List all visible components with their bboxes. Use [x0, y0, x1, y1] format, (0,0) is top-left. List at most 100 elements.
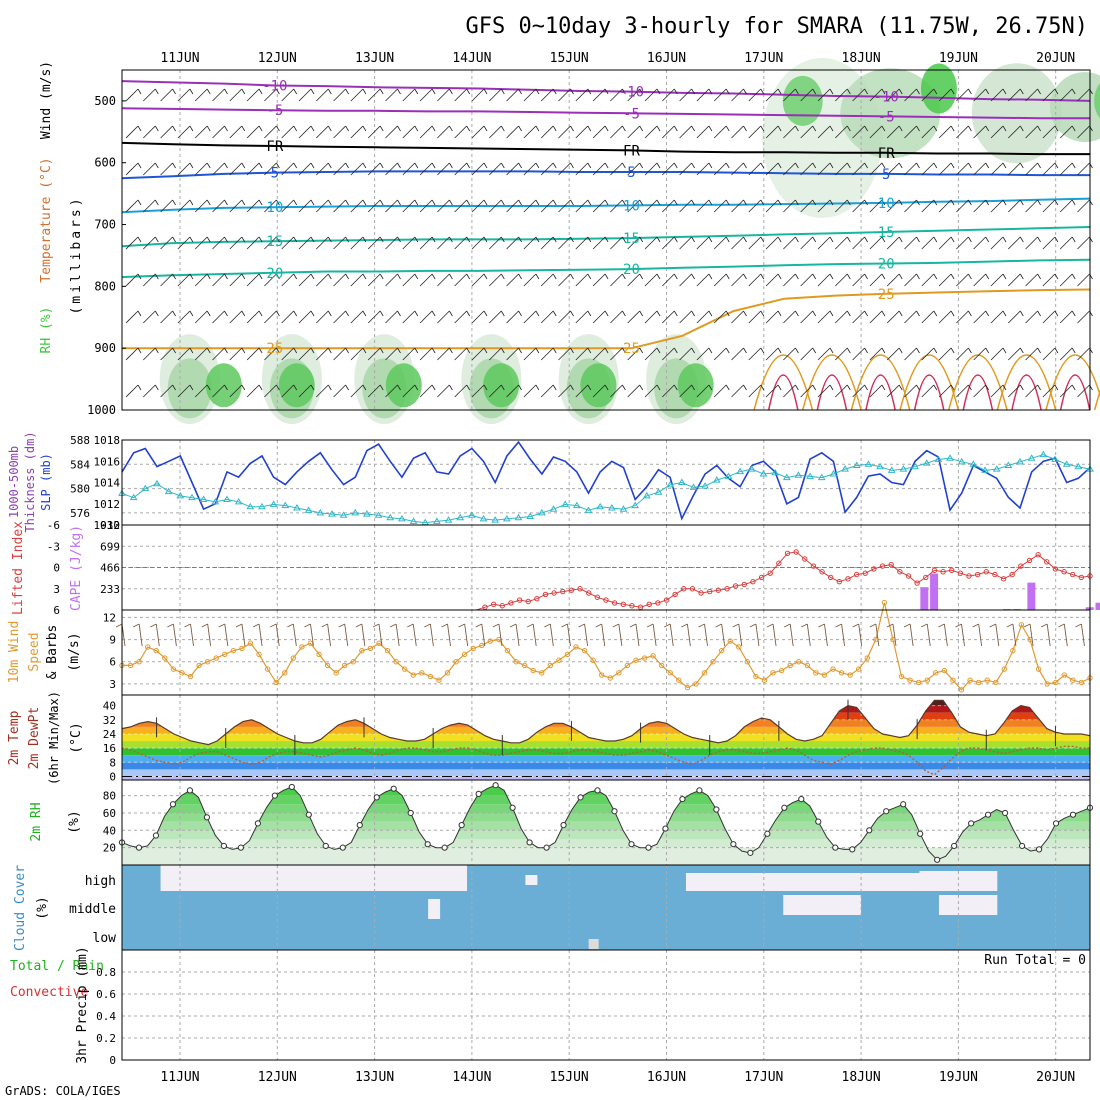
wind-barb	[1002, 162, 1007, 169]
thickness-point	[409, 517, 418, 524]
wind-barb	[552, 162, 557, 169]
wind-barb	[466, 199, 471, 206]
wind-barb	[172, 162, 176, 169]
wind-barb	[246, 310, 260, 324]
lifted-index-point	[905, 573, 912, 579]
wind-barb-10m	[338, 623, 345, 628]
wind-barb-10m	[235, 623, 243, 628]
wind-barb	[298, 273, 312, 287]
wind-barb	[264, 125, 277, 139]
wind-barb	[985, 273, 990, 280]
wind-barb	[921, 125, 935, 139]
isotherm-label: 20	[623, 262, 640, 278]
wind-barb	[765, 347, 779, 361]
wind-barb	[224, 88, 228, 95]
isotherm-label: 15	[878, 225, 895, 241]
wind-barb	[1059, 125, 1073, 139]
thickness-point	[841, 465, 849, 472]
wind-barb-10m	[275, 623, 280, 647]
wind-barb	[552, 310, 557, 317]
rh-point	[373, 794, 380, 801]
x-label-bottom: 18JUN	[842, 1070, 881, 1085]
wind-barb	[921, 347, 935, 361]
wind-barb	[552, 384, 557, 391]
wind-barb	[316, 273, 329, 287]
precip-ylabel-1: Total / Rain	[10, 959, 104, 974]
wind-barb-10m	[789, 623, 794, 647]
wind-barb	[673, 236, 678, 243]
wind-barb	[523, 162, 537, 176]
slp-ylabel-3: SLP (mb)	[39, 453, 53, 511]
lifted-index-point	[862, 570, 868, 576]
wind-barb	[419, 88, 433, 102]
wind-barb	[143, 88, 156, 102]
wind-barb	[973, 347, 986, 361]
wind-barb	[1002, 347, 1007, 354]
wind-barb	[881, 273, 886, 280]
slp-ytick: 1012	[94, 498, 121, 511]
temp-band	[122, 755, 1090, 763]
wind-barb-10m	[635, 623, 640, 647]
thickness-point	[386, 513, 395, 521]
wind-barb	[898, 88, 903, 95]
wind-barb-10m	[561, 623, 568, 628]
wind-barb	[246, 273, 260, 287]
wind-barb	[224, 384, 228, 391]
wind-barb	[454, 199, 467, 213]
thickness-point	[736, 467, 745, 475]
wind-barb	[679, 310, 692, 324]
wind-barb	[1025, 88, 1038, 102]
wind-barb-10m	[715, 623, 722, 628]
wind-barb	[258, 88, 263, 95]
wind-speed-point	[264, 666, 271, 672]
wind-barb	[229, 310, 243, 324]
wind-barb	[846, 347, 851, 354]
wind-barb	[310, 88, 315, 95]
wind-speed-point	[676, 677, 682, 683]
wind-barb	[921, 88, 935, 102]
lifted-index-point	[663, 597, 670, 603]
wind-ylabel-2: Speed	[27, 632, 42, 671]
wind-barb	[350, 236, 364, 250]
wind-barb	[1054, 310, 1059, 317]
wind-barb	[1077, 236, 1090, 250]
warm-contour	[899, 354, 960, 411]
wind-barb	[224, 347, 228, 354]
thickness-point	[514, 513, 523, 521]
rh-point	[169, 801, 177, 808]
wind-barb	[276, 273, 280, 280]
wind-barb	[904, 199, 917, 213]
wind-barb	[523, 273, 537, 287]
wind-barb	[385, 199, 398, 213]
wind-barb	[350, 88, 364, 102]
wind-speed-point	[204, 659, 211, 665]
wind-speed-point	[136, 659, 142, 665]
wind-barb	[644, 199, 658, 213]
wind-barb	[125, 199, 139, 213]
wind-barb	[431, 199, 436, 206]
wind-barb	[224, 199, 228, 206]
wind-barb	[518, 88, 522, 95]
wind-barb	[800, 88, 813, 102]
wind-barb	[662, 88, 675, 102]
rh-band	[122, 804, 1090, 813]
temp-band	[122, 762, 1090, 770]
temp-band	[122, 741, 1090, 749]
wind-barb	[160, 162, 173, 176]
wind-barb	[552, 125, 557, 132]
lifted-index-ytick: 3	[53, 583, 60, 596]
wind-barb	[622, 347, 626, 354]
wind-barb	[327, 273, 332, 280]
wind-barb	[264, 162, 277, 176]
x-label-bottom: 20JUN	[1036, 1070, 1075, 1085]
wind-barb	[1042, 162, 1056, 176]
wind-speed-point	[316, 651, 322, 658]
wind-barb	[194, 125, 208, 139]
x-label-top: 11JUN	[160, 51, 199, 66]
rh-point	[747, 849, 754, 856]
thickness-point	[1016, 457, 1024, 465]
dewpoint-line	[121, 745, 1090, 776]
wind-barb-10m	[407, 623, 414, 628]
wind-barb	[696, 310, 710, 324]
cape-bar	[920, 587, 929, 610]
